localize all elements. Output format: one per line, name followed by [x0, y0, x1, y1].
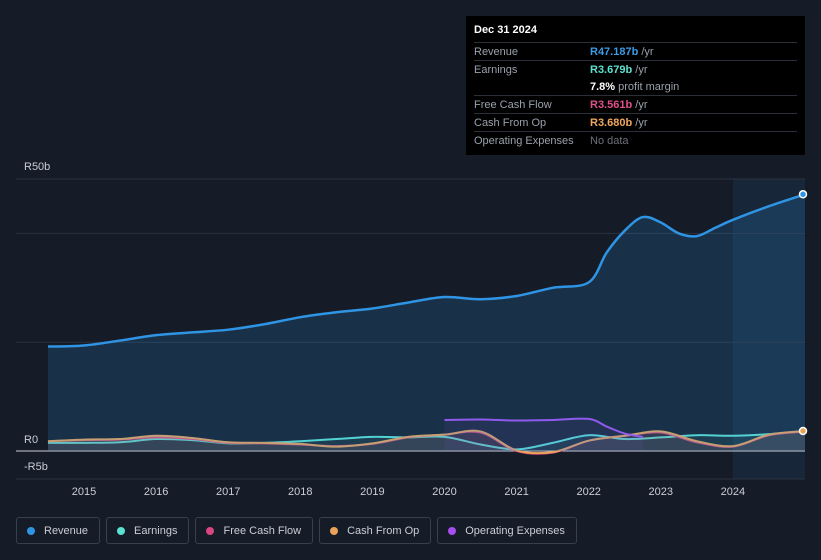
operating-expenses-dot-icon: [448, 526, 457, 535]
revenue-area: [47, 194, 805, 451]
x-tick-label: 2017: [216, 486, 240, 498]
operating-expenses-line: [444, 417, 643, 438]
cash-from-op-end-marker: [798, 426, 808, 436]
series-layer: [47, 190, 808, 455]
operating-expenses-area: [444, 418, 643, 451]
tooltip-row-operating-expenses: Operating Expenses No data: [474, 131, 797, 149]
legend-free-cash-flow[interactable]: Free Cash Flow: [195, 517, 314, 544]
x-tick-label: 2019: [360, 486, 384, 498]
tooltip: Dec 31 2024 Revenue R47.187b /yr Earning…: [466, 16, 805, 155]
legend: Revenue Earnings Free Cash Flow Cash Fro…: [16, 517, 583, 546]
tooltip-row-revenue: Revenue R47.187b /yr: [474, 42, 797, 60]
tooltip-row-earnings: Earnings R3.679b /yr: [474, 60, 797, 78]
free-cash-flow-dot-icon: [206, 526, 215, 535]
x-tick-label: 2015: [72, 486, 96, 498]
y-tick-label: R50b: [24, 161, 50, 173]
tooltip-row-free-cash-flow: Free Cash Flow R3.561b /yr: [474, 95, 797, 113]
cash-from-op-dot-icon: [330, 526, 339, 535]
earnings-area: [47, 430, 805, 451]
tooltip-row-cash-from-op: Cash From Op R3.680b /yr: [474, 113, 797, 131]
tooltip-date: Dec 31 2024: [474, 24, 537, 36]
cash-from-op-area: [47, 430, 805, 454]
cash-from-op-line: [47, 429, 806, 455]
tooltip-row-profit-margin: 7.8% profit margin: [590, 80, 680, 93]
x-tick-label: 2016: [144, 486, 168, 498]
y-tick-label: -R5b: [24, 461, 48, 473]
legend-revenue[interactable]: Revenue: [16, 517, 101, 544]
legend-operating-expenses[interactable]: Operating Expenses: [437, 517, 577, 544]
x-tick-label: 2021: [504, 486, 528, 498]
revenue-end-marker: [798, 190, 808, 199]
revenue-dot-icon: [27, 526, 35, 535]
legend-earnings[interactable]: Earnings: [106, 517, 190, 544]
x-tick-label: 2020: [432, 486, 456, 498]
x-tick-label: 2023: [649, 486, 673, 498]
x-tick-label: 2022: [576, 486, 600, 498]
x-tick-label: 2024: [721, 486, 745, 498]
gridlines: [16, 178, 805, 480]
x-tick-label: 2018: [288, 486, 312, 498]
forecast-shade: [732, 179, 805, 479]
y-tick-label: R0: [24, 434, 38, 446]
legend-cash-from-op[interactable]: Cash From Op: [319, 517, 432, 544]
earnings-dot-icon: [117, 526, 126, 535]
y-axis: R50b R0 -R5b: [24, 161, 50, 473]
x-axis: 2015 2016 2017 2018 2019 2020 2021 2022 2023 2024: [72, 486, 745, 498]
revenue-line: [47, 193, 806, 348]
